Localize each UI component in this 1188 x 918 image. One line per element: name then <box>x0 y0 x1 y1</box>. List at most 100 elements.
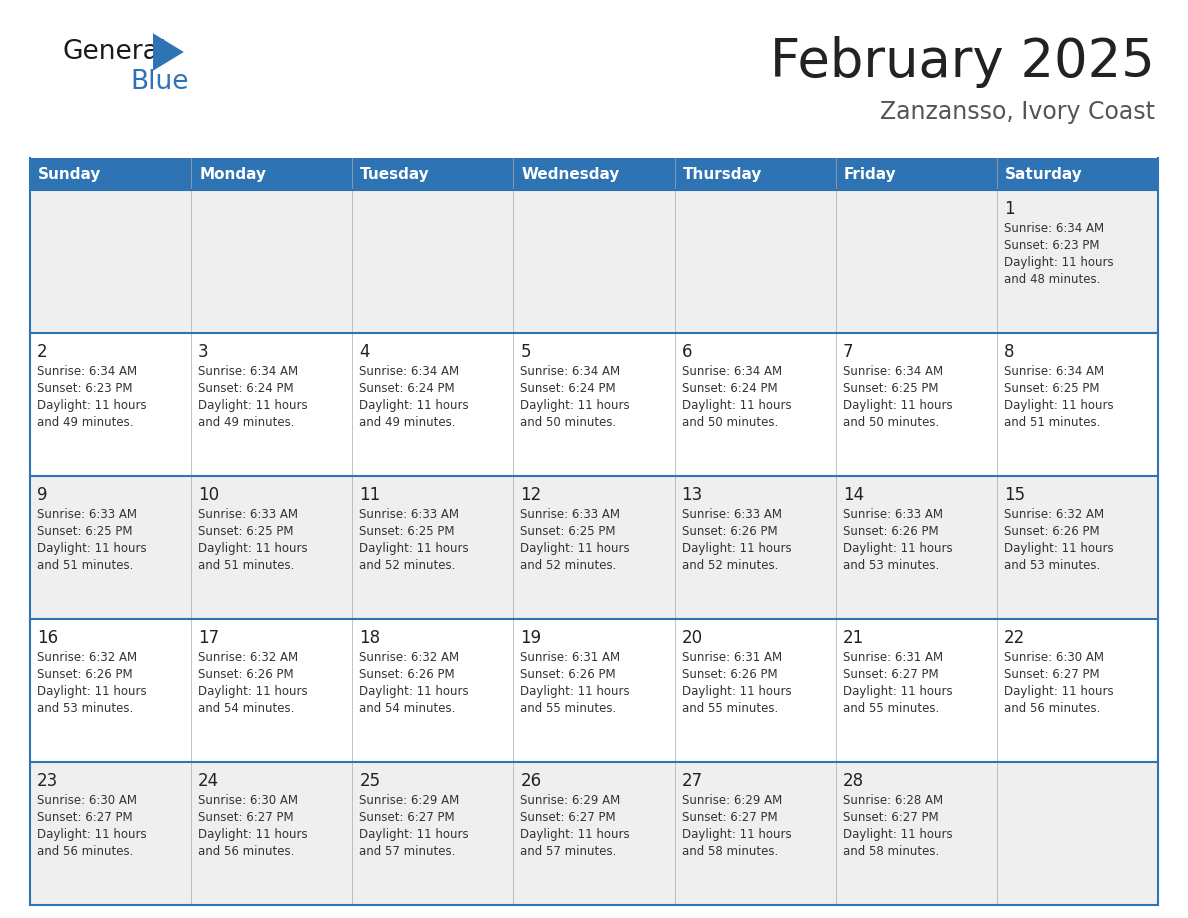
Text: and 52 minutes.: and 52 minutes. <box>682 559 778 572</box>
Bar <box>675 333 835 476</box>
Bar <box>191 190 353 333</box>
Text: Sunrise: 6:30 AM: Sunrise: 6:30 AM <box>198 794 298 807</box>
Text: Sunset: 6:27 PM: Sunset: 6:27 PM <box>682 811 777 824</box>
Text: Sunrise: 6:29 AM: Sunrise: 6:29 AM <box>520 794 620 807</box>
Bar <box>191 762 353 905</box>
Text: 10: 10 <box>198 486 220 504</box>
Text: Daylight: 11 hours: Daylight: 11 hours <box>520 828 630 841</box>
Text: and 53 minutes.: and 53 minutes. <box>1004 559 1100 572</box>
Bar <box>675 619 835 762</box>
Text: and 57 minutes.: and 57 minutes. <box>359 845 456 858</box>
Text: 7: 7 <box>842 343 853 361</box>
Bar <box>30 762 191 905</box>
Text: 1: 1 <box>1004 200 1015 218</box>
Text: Sunrise: 6:33 AM: Sunrise: 6:33 AM <box>520 508 620 521</box>
Text: Sunset: 6:27 PM: Sunset: 6:27 PM <box>359 811 455 824</box>
Text: Sunrise: 6:32 AM: Sunrise: 6:32 AM <box>1004 508 1104 521</box>
Text: 14: 14 <box>842 486 864 504</box>
Bar <box>835 158 997 190</box>
Text: Sunrise: 6:29 AM: Sunrise: 6:29 AM <box>359 794 460 807</box>
Text: Sunrise: 6:34 AM: Sunrise: 6:34 AM <box>520 365 620 378</box>
Text: Sunrise: 6:31 AM: Sunrise: 6:31 AM <box>682 651 782 664</box>
Text: 13: 13 <box>682 486 703 504</box>
Text: 2: 2 <box>37 343 48 361</box>
Text: Sunset: 6:23 PM: Sunset: 6:23 PM <box>37 382 133 395</box>
Text: and 56 minutes.: and 56 minutes. <box>37 845 133 858</box>
Text: Friday: Friday <box>843 166 896 182</box>
Bar <box>353 476 513 619</box>
Text: Sunset: 6:27 PM: Sunset: 6:27 PM <box>198 811 293 824</box>
Text: Sunrise: 6:33 AM: Sunrise: 6:33 AM <box>37 508 137 521</box>
Text: Sunset: 6:25 PM: Sunset: 6:25 PM <box>359 525 455 538</box>
Text: 11: 11 <box>359 486 380 504</box>
Text: 23: 23 <box>37 772 58 790</box>
Text: and 49 minutes.: and 49 minutes. <box>37 416 133 429</box>
Text: Sunset: 6:24 PM: Sunset: 6:24 PM <box>198 382 293 395</box>
Text: 4: 4 <box>359 343 369 361</box>
Bar <box>353 619 513 762</box>
Bar <box>353 762 513 905</box>
Text: Sunrise: 6:33 AM: Sunrise: 6:33 AM <box>842 508 943 521</box>
Text: Sunset: 6:24 PM: Sunset: 6:24 PM <box>520 382 617 395</box>
Text: and 55 minutes.: and 55 minutes. <box>520 702 617 715</box>
Text: 21: 21 <box>842 629 864 647</box>
Text: and 55 minutes.: and 55 minutes. <box>842 702 939 715</box>
Text: 26: 26 <box>520 772 542 790</box>
Text: Wednesday: Wednesday <box>522 166 620 182</box>
Bar <box>353 158 513 190</box>
Text: Daylight: 11 hours: Daylight: 11 hours <box>359 399 469 412</box>
Text: Sunrise: 6:34 AM: Sunrise: 6:34 AM <box>1004 365 1104 378</box>
Text: 28: 28 <box>842 772 864 790</box>
Text: Daylight: 11 hours: Daylight: 11 hours <box>37 399 146 412</box>
Bar <box>835 762 997 905</box>
Text: Sunset: 6:26 PM: Sunset: 6:26 PM <box>682 525 777 538</box>
Text: 25: 25 <box>359 772 380 790</box>
Text: Daylight: 11 hours: Daylight: 11 hours <box>359 542 469 555</box>
Text: 27: 27 <box>682 772 702 790</box>
Text: Daylight: 11 hours: Daylight: 11 hours <box>198 399 308 412</box>
Text: Daylight: 11 hours: Daylight: 11 hours <box>682 542 791 555</box>
Text: Sunrise: 6:34 AM: Sunrise: 6:34 AM <box>37 365 137 378</box>
Bar <box>353 190 513 333</box>
Text: Daylight: 11 hours: Daylight: 11 hours <box>520 399 630 412</box>
Text: 12: 12 <box>520 486 542 504</box>
Text: Sunset: 6:25 PM: Sunset: 6:25 PM <box>1004 382 1099 395</box>
Bar <box>513 333 675 476</box>
Text: Sunset: 6:27 PM: Sunset: 6:27 PM <box>842 668 939 681</box>
Text: February 2025: February 2025 <box>770 36 1155 88</box>
Text: Sunset: 6:25 PM: Sunset: 6:25 PM <box>520 525 615 538</box>
Text: 18: 18 <box>359 629 380 647</box>
Text: Daylight: 11 hours: Daylight: 11 hours <box>37 685 146 698</box>
Text: Daylight: 11 hours: Daylight: 11 hours <box>842 828 953 841</box>
Text: 8: 8 <box>1004 343 1015 361</box>
Text: Sunset: 6:25 PM: Sunset: 6:25 PM <box>842 382 939 395</box>
Text: and 58 minutes.: and 58 minutes. <box>682 845 778 858</box>
Text: 22: 22 <box>1004 629 1025 647</box>
Text: and 48 minutes.: and 48 minutes. <box>1004 273 1100 286</box>
Text: Sunset: 6:26 PM: Sunset: 6:26 PM <box>520 668 617 681</box>
Bar <box>191 333 353 476</box>
Bar <box>835 619 997 762</box>
Text: and 49 minutes.: and 49 minutes. <box>198 416 295 429</box>
Text: 19: 19 <box>520 629 542 647</box>
Bar <box>997 158 1158 190</box>
Text: Daylight: 11 hours: Daylight: 11 hours <box>520 542 630 555</box>
Bar <box>997 619 1158 762</box>
Text: and 51 minutes.: and 51 minutes. <box>198 559 295 572</box>
Bar <box>997 333 1158 476</box>
Bar <box>513 158 675 190</box>
Text: Sunset: 6:26 PM: Sunset: 6:26 PM <box>37 668 133 681</box>
Text: 16: 16 <box>37 629 58 647</box>
Bar <box>30 190 191 333</box>
Bar <box>997 190 1158 333</box>
Text: Daylight: 11 hours: Daylight: 11 hours <box>198 685 308 698</box>
Text: and 57 minutes.: and 57 minutes. <box>520 845 617 858</box>
Text: 3: 3 <box>198 343 209 361</box>
Text: and 49 minutes.: and 49 minutes. <box>359 416 456 429</box>
Text: Sunset: 6:27 PM: Sunset: 6:27 PM <box>37 811 133 824</box>
Text: Sunrise: 6:31 AM: Sunrise: 6:31 AM <box>520 651 620 664</box>
Text: and 54 minutes.: and 54 minutes. <box>359 702 456 715</box>
Text: Sunset: 6:25 PM: Sunset: 6:25 PM <box>37 525 133 538</box>
Text: Sunset: 6:26 PM: Sunset: 6:26 PM <box>359 668 455 681</box>
Text: Sunrise: 6:28 AM: Sunrise: 6:28 AM <box>842 794 943 807</box>
